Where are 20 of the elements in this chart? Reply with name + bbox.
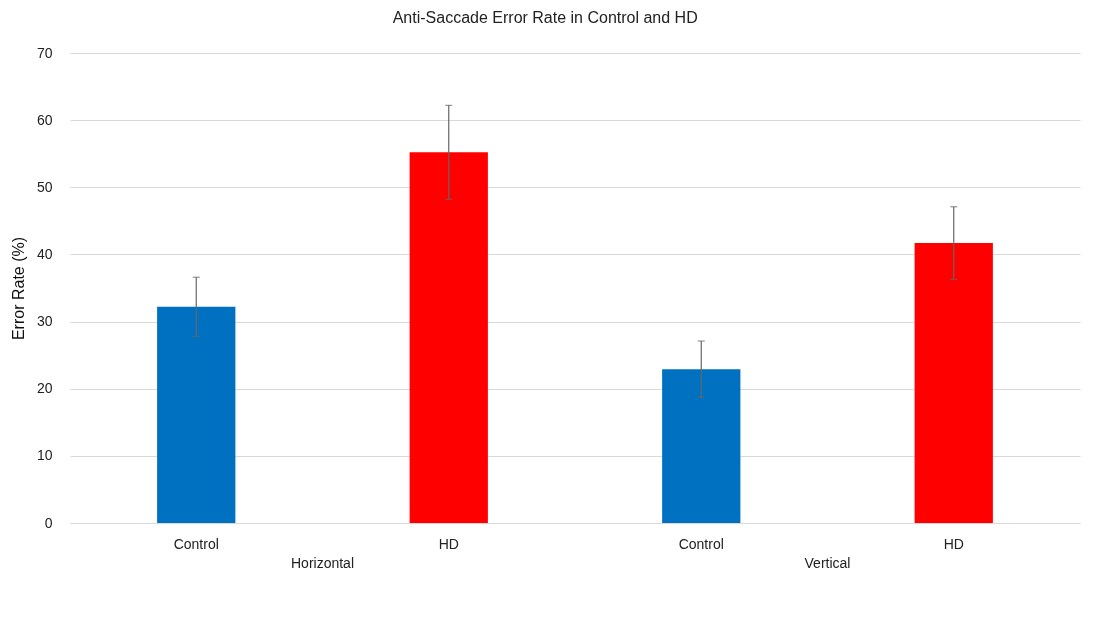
bar xyxy=(409,152,488,523)
y-tick-label: 60 xyxy=(36,111,53,128)
bar xyxy=(157,306,236,523)
y-tick-label: 30 xyxy=(36,313,53,330)
bar xyxy=(914,243,993,523)
y-tick-label: 20 xyxy=(36,380,53,397)
y-tick-label: 0 xyxy=(44,514,53,531)
x-tick-label: HD xyxy=(943,535,964,552)
x-tick-label: Control xyxy=(678,535,724,552)
x-tick-label: HD xyxy=(438,535,459,552)
chart-title: Anti-Saccade Error Rate in Control and HD xyxy=(392,9,698,26)
y-tick-label: 70 xyxy=(36,44,53,61)
text: Horizontal xyxy=(290,555,355,571)
x-tick-label: Control xyxy=(173,535,219,552)
y-axis-title: Error Rate (%) xyxy=(9,236,27,341)
bar xyxy=(662,369,741,523)
y-tick-label: 10 xyxy=(36,447,53,464)
y-tick-label: 50 xyxy=(36,178,53,195)
text: Vertical xyxy=(804,555,851,571)
y-tick-label: 40 xyxy=(36,245,53,262)
